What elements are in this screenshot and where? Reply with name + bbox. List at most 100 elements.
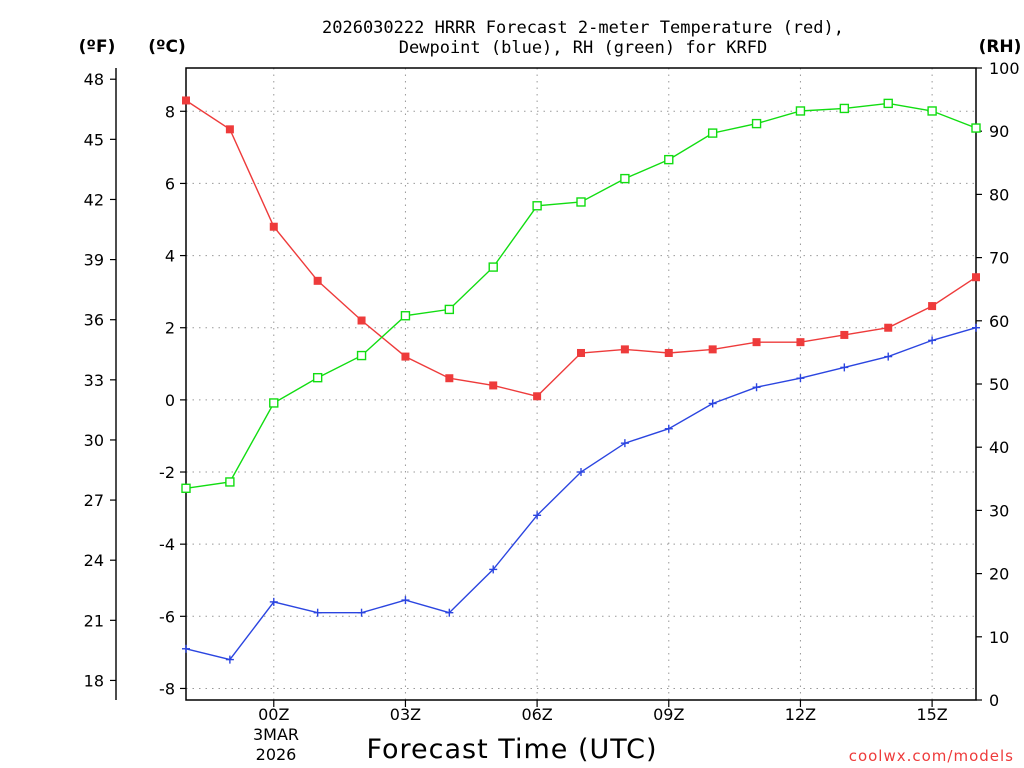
rh-point xyxy=(927,106,937,116)
celsius-unit-label: (ºC) xyxy=(148,37,186,57)
chart-axes: 00Z 03Z 06Z 09Z 12Z 15Z-8-6-4-202468182124273… xyxy=(84,59,1020,724)
data-series xyxy=(181,96,981,664)
temperature-point xyxy=(313,276,322,285)
temperature-point xyxy=(664,348,673,357)
dewpoint-point xyxy=(664,424,673,433)
fahrenheit-tick-label: 18 xyxy=(84,671,104,690)
rh-tick-label: 10 xyxy=(989,628,1009,647)
dewpoint-point xyxy=(752,383,761,392)
dewpoint-point xyxy=(225,655,234,664)
temperature-point xyxy=(269,222,278,231)
x-tick-label: 09Z xyxy=(653,705,684,724)
rh-point xyxy=(181,483,191,493)
fahrenheit-tick-label: 33 xyxy=(84,371,104,390)
rh-unit-label: (RH) xyxy=(979,37,1022,57)
temperature-point xyxy=(972,273,980,282)
rh-point xyxy=(795,106,806,116)
rh-point xyxy=(532,201,542,211)
date-year-label: 2026 xyxy=(256,745,297,764)
celsius-tick-label: 4 xyxy=(165,247,175,266)
rh-point xyxy=(883,98,893,109)
dewpoint-point xyxy=(357,608,366,617)
dewpoint-point xyxy=(445,608,454,617)
rh-point xyxy=(269,398,279,408)
rh-point xyxy=(400,311,411,321)
rh-tick-label: 50 xyxy=(989,375,1009,394)
temperature-point xyxy=(401,352,410,361)
celsius-tick-label: -2 xyxy=(159,463,175,482)
fahrenheit-tick-label: 48 xyxy=(84,70,104,89)
x-tick-label: 06Z xyxy=(521,705,552,724)
rh-tick-label: 100 xyxy=(989,59,1020,78)
temperature-point xyxy=(357,316,366,325)
rh-tick-label: 40 xyxy=(989,438,1009,457)
celsius-tick-label: -6 xyxy=(159,607,175,626)
fahrenheit-tick-label: 21 xyxy=(84,611,104,630)
celsius-tick-label: 2 xyxy=(165,319,175,338)
temperature-point xyxy=(445,374,454,383)
temperature-point xyxy=(840,330,849,339)
dewpoint-point xyxy=(269,597,278,606)
dewpoint-point xyxy=(182,644,190,653)
rh-point xyxy=(576,197,586,207)
rh-tick-label: 80 xyxy=(989,185,1009,204)
celsius-tick-label: -4 xyxy=(159,535,175,554)
rh-point xyxy=(971,123,981,133)
x-axis-title: Forecast Time (UTC) xyxy=(366,734,657,765)
fahrenheit-unit-label: (ºF) xyxy=(79,37,116,57)
temperature-point xyxy=(577,348,585,357)
rh-point xyxy=(312,372,323,383)
chart-title-line-2: Dewpoint (blue), RH (green) for KRFD xyxy=(399,38,767,58)
fahrenheit-tick-label: 24 xyxy=(84,551,104,570)
temperature-point xyxy=(182,96,190,105)
rh-line xyxy=(185,102,977,489)
dewpoint-point xyxy=(928,336,937,345)
fahrenheit-tick-label: 39 xyxy=(84,251,104,270)
rh-tick-label: 90 xyxy=(989,122,1009,141)
fahrenheit-tick-label: 42 xyxy=(84,190,104,209)
dewpoint-point xyxy=(884,352,893,361)
rh-tick-label: 70 xyxy=(989,249,1009,268)
grid-lines xyxy=(186,68,976,700)
dewpoint-point xyxy=(620,439,629,448)
rh-point xyxy=(839,103,850,114)
dewpoint-point xyxy=(840,363,849,372)
rh-point xyxy=(664,154,674,165)
dewpoint-point xyxy=(533,511,542,520)
fahrenheit-tick-label: 30 xyxy=(84,431,104,450)
plot-frame xyxy=(185,67,977,701)
x-tick-label: 00Z xyxy=(258,705,289,724)
rh-tick-label: 20 xyxy=(989,565,1009,584)
rh-point xyxy=(444,304,455,315)
temperature-point xyxy=(489,381,498,390)
celsius-tick-label: 0 xyxy=(165,391,175,410)
dewpoint-point xyxy=(401,596,410,605)
rh-point xyxy=(488,262,498,272)
x-tick-label: 03Z xyxy=(390,705,421,724)
x-tick-label: 12Z xyxy=(785,705,816,724)
rh-point xyxy=(225,477,235,487)
temperature-point xyxy=(708,345,717,354)
celsius-tick-label: 6 xyxy=(165,174,175,193)
dewpoint-point xyxy=(577,468,585,477)
dewpoint-point xyxy=(313,608,322,617)
dewpoint-point xyxy=(796,374,805,383)
temperature-point xyxy=(928,302,937,311)
rh-point xyxy=(620,173,630,184)
rh-tick-label: 30 xyxy=(989,501,1009,520)
rh-point xyxy=(707,128,718,138)
dewpoint-point xyxy=(708,399,717,408)
temperature-point xyxy=(884,323,893,332)
fahrenheit-tick-label: 27 xyxy=(84,491,104,510)
temperature-point xyxy=(796,338,805,347)
rh-tick-label: 0 xyxy=(989,691,999,710)
rh-tick-label: 60 xyxy=(989,312,1009,331)
fahrenheit-tick-label: 36 xyxy=(84,311,104,330)
celsius-tick-label: 8 xyxy=(165,102,175,121)
rh-point xyxy=(751,118,762,129)
rh-point xyxy=(356,350,367,361)
temperature-point xyxy=(620,345,629,354)
dewpoint-point xyxy=(972,323,980,332)
x-tick-label: 15Z xyxy=(916,705,947,724)
temperature-point xyxy=(533,392,542,401)
